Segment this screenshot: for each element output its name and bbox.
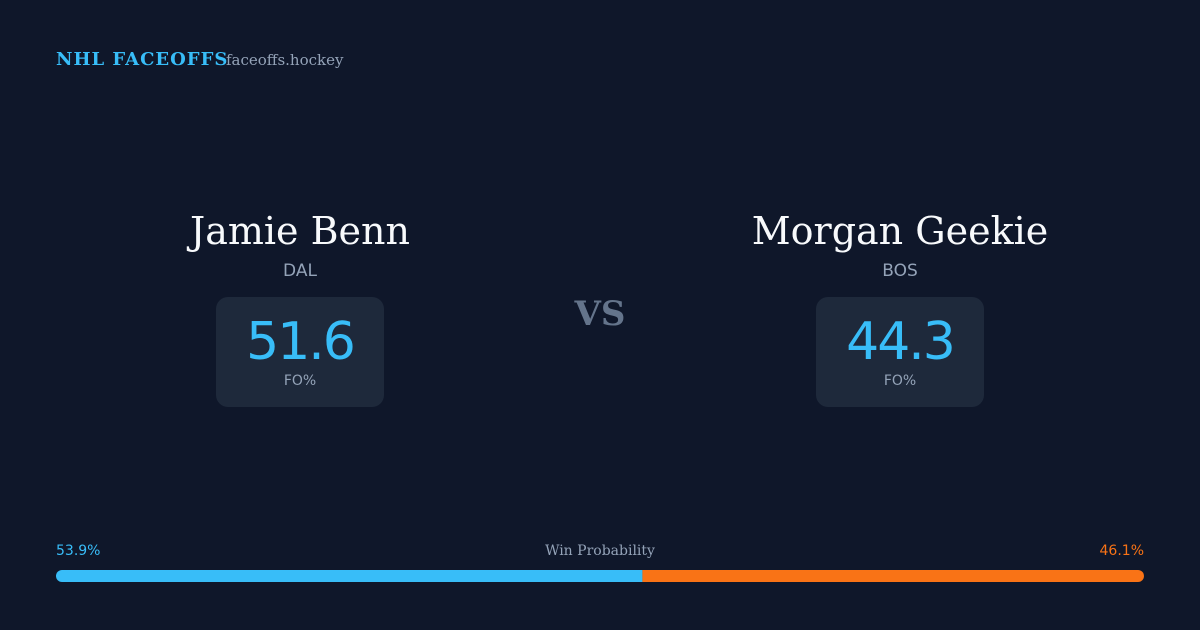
player-card: Jamie Benn DAL 51.6 FO%	[0, 205, 600, 407]
win-prob-label: Win Probability	[545, 543, 655, 559]
fo-label: FO%	[283, 373, 317, 389]
team: BOS	[882, 261, 918, 281]
brand: NHL FACEOFFS	[56, 49, 229, 70]
fo-value: 51.6	[246, 312, 356, 372]
player-name: Morgan Geekie	[751, 209, 1049, 253]
win-prob-right: 46.1%	[1099, 543, 1144, 559]
player-name: Jamie Benn	[189, 209, 410, 253]
vs: VS	[574, 294, 626, 334]
win-prob-segment	[56, 570, 643, 582]
fo-value: 44.3	[846, 312, 956, 372]
win-prob-bar	[56, 570, 1144, 582]
fo-label: FO%	[883, 373, 917, 389]
stat-box: 44.3 FO%	[816, 297, 984, 407]
team: DAL	[283, 261, 317, 281]
site: faceoffs.hockey	[226, 51, 344, 69]
win-prob-segment	[642, 570, 1144, 582]
player-card: Morgan Geekie BOS 44.3 FO%	[600, 205, 1200, 407]
stat-box: 51.6 FO%	[216, 297, 384, 407]
win-prob-left: 53.9%	[56, 543, 101, 559]
